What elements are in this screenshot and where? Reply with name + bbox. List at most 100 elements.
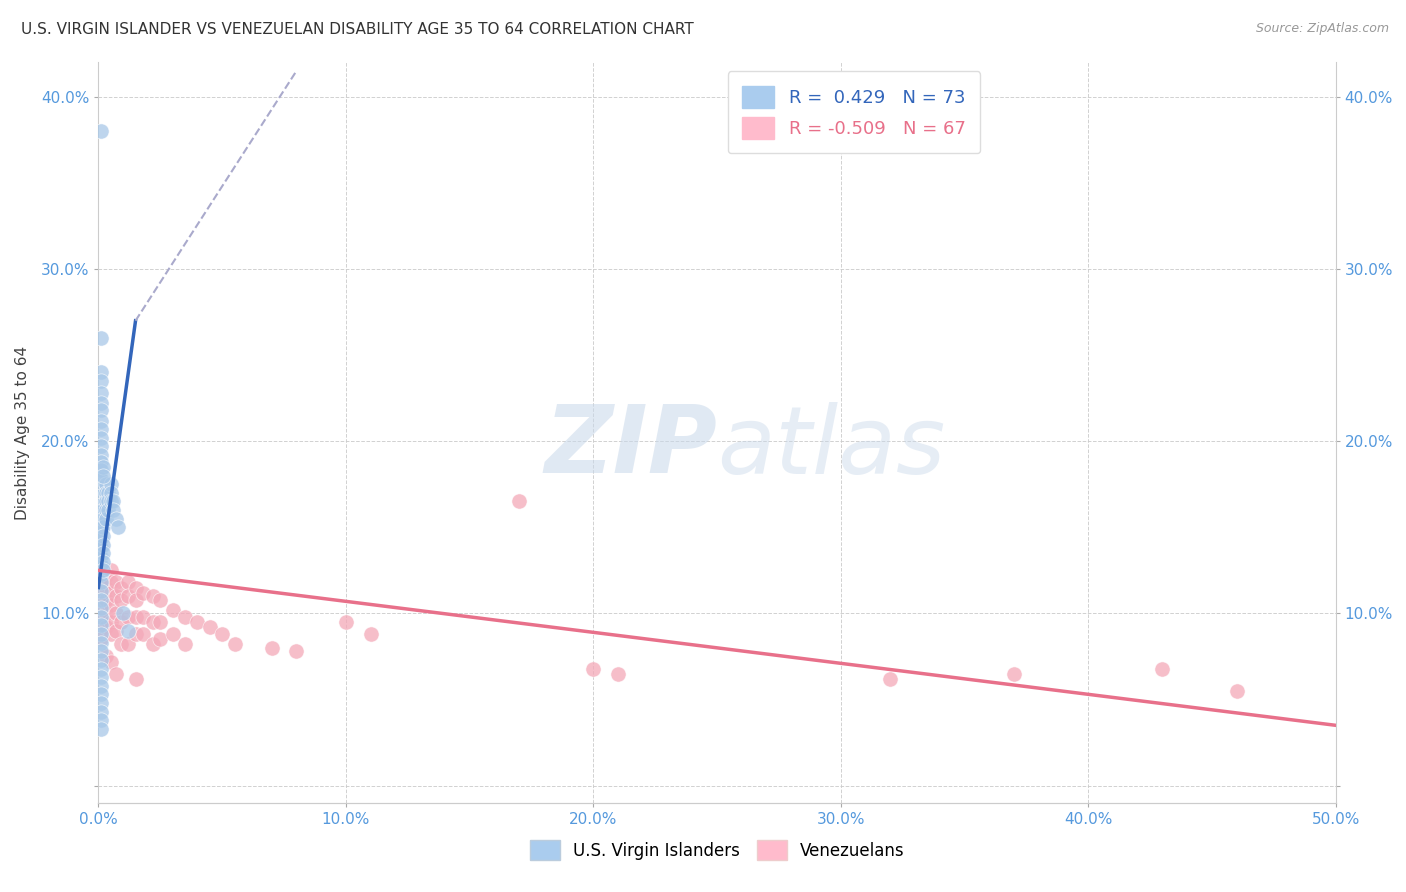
Point (1226, 684, 1249, 698)
Point (94, 607, 117, 621)
Point (90, 653, 112, 667)
Point (97, 503, 120, 517)
Point (90, 670, 112, 684)
Point (93, 563, 115, 577)
Point (90, 472, 112, 486)
Point (186, 615, 208, 629)
Point (90, 687, 112, 701)
Point (90, 365, 112, 379)
Point (211, 627, 233, 641)
Text: atlas: atlas (717, 402, 945, 493)
Point (90, 431, 112, 445)
Point (94, 477, 117, 491)
Point (90, 584, 112, 599)
Point (110, 637, 132, 651)
Point (90, 448, 112, 462)
Point (100, 627, 122, 641)
Point (582, 661, 605, 675)
Point (90, 635, 112, 649)
Point (879, 672, 901, 686)
Point (100, 655, 122, 669)
Point (94, 581, 117, 595)
Point (93, 537, 115, 551)
Point (90, 455, 112, 469)
Point (142, 637, 165, 651)
Text: Source: ZipAtlas.com: Source: ZipAtlas.com (1256, 22, 1389, 36)
Point (124, 672, 146, 686)
Point (90, 524, 112, 538)
Point (100, 598, 122, 612)
Point (260, 640, 283, 655)
Point (132, 627, 155, 641)
Point (117, 575, 139, 590)
Point (117, 637, 139, 651)
Point (124, 610, 146, 624)
Point (94, 592, 117, 607)
Point (508, 494, 530, 508)
Point (90, 627, 112, 641)
Point (90, 592, 112, 607)
Point (94, 494, 117, 508)
Point (90, 533, 112, 547)
Point (90, 331, 112, 345)
Point (90, 413, 112, 427)
Point (90, 618, 112, 632)
Point (90, 581, 112, 595)
Point (132, 586, 155, 600)
Point (100, 615, 122, 629)
Point (90, 386, 112, 401)
Point (335, 615, 357, 629)
Point (90, 481, 112, 495)
Point (104, 624, 127, 638)
Point (90, 507, 112, 521)
Point (90, 632, 112, 647)
Point (93, 520, 115, 534)
Point (142, 589, 165, 603)
Point (93, 468, 115, 483)
Point (90, 541, 112, 555)
Point (94, 649, 117, 664)
Point (174, 610, 197, 624)
Point (90, 515, 112, 529)
Point (104, 512, 127, 526)
Y-axis label: Disability Age 35 to 64: Disability Age 35 to 64 (15, 345, 30, 520)
Point (90, 489, 112, 503)
Point (162, 603, 184, 617)
Point (104, 589, 127, 603)
Point (117, 610, 139, 624)
Point (90, 601, 112, 615)
Point (90, 705, 112, 719)
Point (90, 549, 112, 564)
Point (90, 422, 112, 436)
Point (93, 503, 115, 517)
Point (90, 679, 112, 693)
Point (90, 661, 112, 675)
Point (90, 463, 112, 477)
Point (94, 486, 117, 500)
Point (142, 615, 165, 629)
Point (224, 637, 246, 651)
Point (90, 558, 112, 573)
Point (162, 627, 184, 641)
Point (110, 592, 132, 607)
Point (107, 520, 129, 534)
Point (110, 581, 132, 595)
Point (94, 568, 117, 582)
Point (100, 586, 122, 600)
Point (93, 512, 115, 526)
Point (124, 627, 146, 641)
Point (104, 575, 127, 590)
Point (100, 486, 122, 500)
Point (174, 637, 197, 651)
Point (360, 627, 382, 641)
Point (100, 477, 122, 491)
Point (124, 581, 146, 595)
Point (93, 546, 115, 560)
Point (94, 512, 117, 526)
Point (90, 396, 112, 410)
Point (90, 713, 112, 727)
Point (90, 575, 112, 590)
Point (90, 722, 112, 736)
Point (117, 624, 139, 638)
Point (90, 620, 112, 634)
